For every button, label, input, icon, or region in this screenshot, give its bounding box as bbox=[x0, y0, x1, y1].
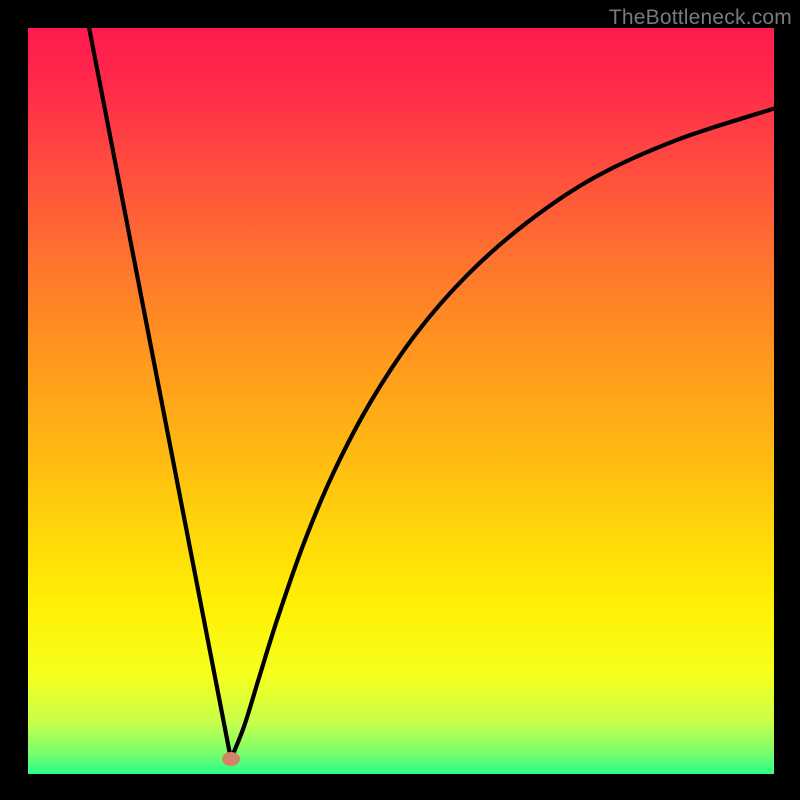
plot-area bbox=[28, 28, 774, 774]
watermark-text: TheBottleneck.com bbox=[609, 6, 792, 30]
bottleneck-chart: TheBottleneck.com bbox=[0, 0, 800, 800]
bottleneck-curve bbox=[28, 28, 774, 774]
minimum-marker bbox=[222, 752, 240, 766]
